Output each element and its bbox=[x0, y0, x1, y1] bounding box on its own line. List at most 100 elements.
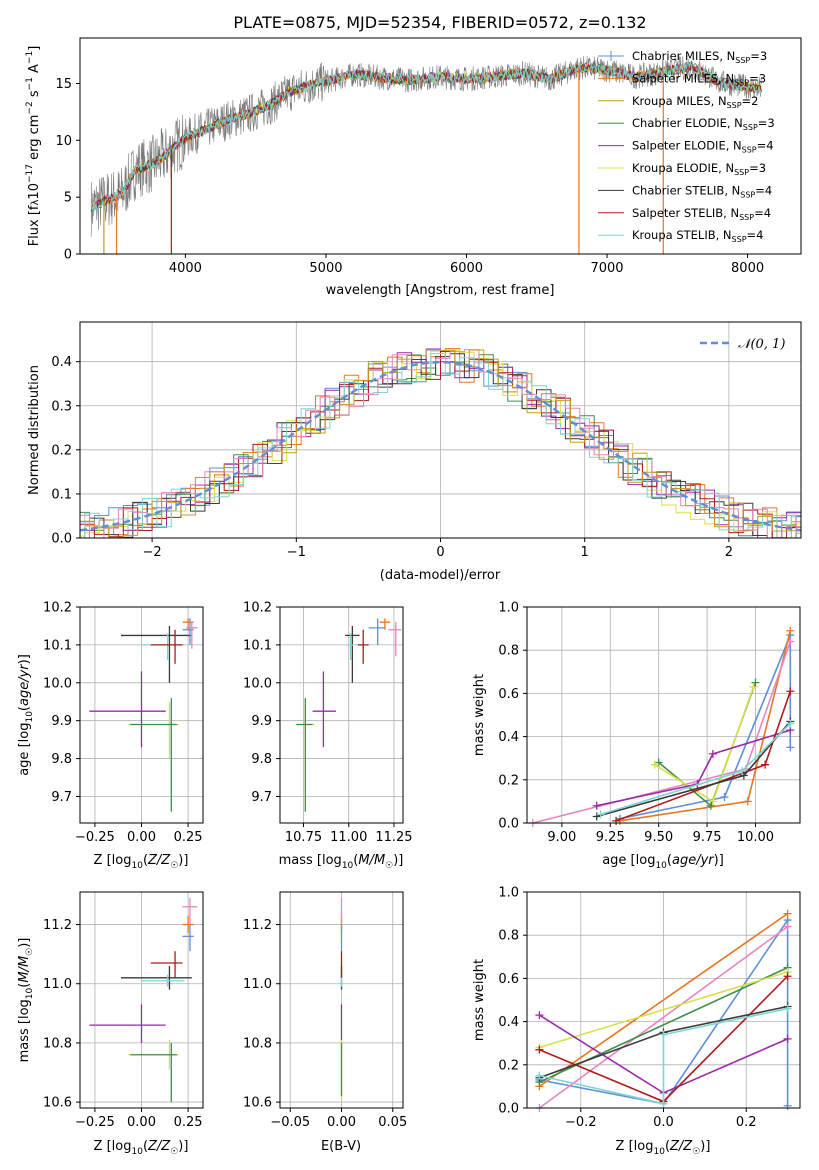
panel-ytick-label: 9.8 bbox=[251, 752, 272, 767]
residuals-legend: 𝒩(0, 1) bbox=[700, 337, 785, 352]
age-vs-mass-panel: 10.75 11.00 11.25 9.7 9.8 9.9 10.0 10.1 10.2 bbox=[243, 601, 413, 846]
errorbar-point bbox=[186, 622, 198, 649]
mass-weight-marker bbox=[761, 760, 770, 769]
mass-weight-marker bbox=[783, 1034, 792, 1043]
mass-weight-line bbox=[619, 634, 792, 820]
mass-weight-marker bbox=[659, 1030, 668, 1039]
panel-xtick-label: 10.75 bbox=[285, 830, 322, 845]
mass-weight-marker bbox=[783, 1101, 792, 1110]
panel-axes-frame bbox=[526, 606, 801, 824]
spectrum-legend-label: Chabrier STELIB, NSSP=4 bbox=[632, 183, 772, 199]
legend-subscript: SSP bbox=[734, 78, 749, 87]
mass-weight-vs-age-xlabel: age [log10(age/yr)] bbox=[602, 853, 724, 871]
mass-weight-marker bbox=[708, 797, 717, 806]
residuals-ytick-label: 0.0 bbox=[51, 532, 72, 547]
mass-weight-line bbox=[539, 917, 789, 1106]
panel-ytick-label: 11.0 bbox=[43, 977, 72, 992]
mass-weight-line bbox=[596, 720, 791, 818]
mass-weight-marker bbox=[739, 771, 748, 780]
errorbar-point bbox=[379, 618, 391, 630]
panel-ytick-label: 0.6 bbox=[498, 687, 519, 702]
mass-weight-marker bbox=[708, 749, 717, 758]
legend-count: =4 bbox=[754, 206, 771, 220]
legend-count: =3 bbox=[749, 71, 766, 85]
panel-ytick-label: 0.6 bbox=[498, 972, 519, 987]
spectrum-xlabel: wavelength [Angstrom, rest frame] bbox=[326, 283, 555, 298]
mass-weight-marker bbox=[786, 743, 795, 752]
mass-weight-line bbox=[539, 971, 788, 1049]
age-vs-z-ylabel: age [log10(age/yr)] bbox=[17, 654, 35, 776]
errorbar-point bbox=[121, 625, 192, 683]
residuals-ytick-label: 0.1 bbox=[51, 487, 72, 502]
mass-weight-marker bbox=[783, 1004, 792, 1013]
errorbar-point bbox=[357, 629, 369, 664]
spectrum-model-line bbox=[90, 61, 762, 211]
panel-ytick-label: 11.2 bbox=[43, 918, 72, 933]
panel-ytick-label: 9.7 bbox=[251, 790, 272, 805]
panel-ytick-label: 10.0 bbox=[43, 676, 72, 691]
panel-ytick-label: 10.6 bbox=[43, 1096, 72, 1111]
residuals-ticks: −2 −1 0 1 2 0.0 0.1 0.2 0.3 0.4 bbox=[51, 355, 733, 560]
panel-ytick-label: 10.1 bbox=[43, 638, 72, 653]
errorbar-point bbox=[345, 625, 360, 683]
spectrum-legend-label: Salpeter ELODIE, NSSP=4 bbox=[632, 139, 774, 155]
panel-ytick-label: 0.2 bbox=[498, 1058, 519, 1073]
spectrum-ytick-label: 5 bbox=[64, 191, 72, 206]
spectrum-axes-frame bbox=[79, 37, 802, 255]
mass-weight-marker bbox=[720, 793, 729, 802]
spectrum-model-lines bbox=[90, 61, 762, 254]
parameter-panels: −0.25 0.00 0.25 9.7 9.8 9.9 10.0 10.1 10.2 10.75 1… bbox=[43, 601, 801, 1130]
panel-ytick-label: 0.2 bbox=[498, 773, 519, 788]
mass-weight-line bbox=[619, 630, 792, 822]
mass-weight-marker bbox=[743, 797, 752, 806]
panel-xtick-label: 9.50 bbox=[644, 830, 673, 845]
legend-count: =3 bbox=[749, 161, 766, 175]
errorbar-point bbox=[388, 622, 402, 657]
panel-xtick-label: −0.05 bbox=[270, 1115, 310, 1130]
mass-vs-ebv-xlabel: E(B-V) bbox=[321, 1139, 361, 1154]
residuals-xtick-label: 1 bbox=[581, 545, 589, 560]
panel-ytick-label: 9.9 bbox=[251, 714, 272, 729]
errorbar-point bbox=[312, 671, 337, 748]
panel-xtick-label: 0.00 bbox=[127, 1115, 156, 1130]
residuals-xtick-label: 2 bbox=[725, 545, 733, 560]
residuals-ylabel: Normed distribution bbox=[27, 365, 42, 495]
panel-ytick-label: 9.9 bbox=[51, 714, 72, 729]
panel-xtick-label: 11.25 bbox=[375, 830, 412, 845]
panel-xtick-label: 0.05 bbox=[378, 1115, 407, 1130]
mass-weight-vs-z-ylabel: mass weight bbox=[472, 959, 487, 1041]
mass-weight-vs-z-xlabel: Z [log10(Z/Z☉)] bbox=[616, 1139, 711, 1157]
panel-ytick-label: 10.8 bbox=[243, 1036, 272, 1051]
spectrum-xtick-label: 7000 bbox=[590, 261, 623, 276]
errorbar-point bbox=[141, 633, 185, 661]
spectrum-legend: Chabrier MILES, NSSP=3 Salpeter MILES, NS… bbox=[598, 49, 775, 244]
panel-ytick-label: 10.2 bbox=[43, 601, 72, 616]
panel-xtick-label: 9.25 bbox=[596, 830, 625, 845]
legend-count: =2 bbox=[742, 94, 759, 108]
errorbar-point bbox=[130, 697, 177, 812]
spectrum-legend-label: Kroupa MILES, NSSP=2 bbox=[632, 94, 758, 110]
panel-ytick-label: 0.4 bbox=[498, 1015, 519, 1030]
spectrum-xtick-label: 8000 bbox=[731, 261, 764, 276]
mass-weight-marker bbox=[783, 909, 792, 918]
legend-subscript: SSP bbox=[740, 190, 755, 199]
panel-ytick-label: 1.0 bbox=[498, 886, 519, 901]
panel-xtick-label: −0.25 bbox=[75, 1115, 115, 1130]
legend-subscript: SSP bbox=[732, 235, 747, 244]
panel-xtick-label: 0.25 bbox=[174, 1115, 203, 1130]
panel-ytick-label: 9.7 bbox=[51, 790, 72, 805]
errorbar-point bbox=[121, 965, 192, 990]
legend-count: =4 bbox=[747, 228, 764, 242]
legend-subscript: SSP bbox=[743, 123, 758, 132]
residuals-xlabel: (data-model)/error bbox=[380, 568, 501, 583]
mass-weight-marker bbox=[592, 801, 601, 810]
legend-subscript: SSP bbox=[739, 213, 754, 222]
panel-xtick-label: 0.0 bbox=[653, 1115, 674, 1130]
panel-ytick-label: 10.0 bbox=[243, 676, 272, 691]
legend-count: =4 bbox=[757, 139, 774, 153]
residuals-xtick-label: −1 bbox=[287, 545, 306, 560]
age-vs-Z-panel: −0.25 0.00 0.25 9.7 9.8 9.9 10.0 10.1 10.2 bbox=[43, 601, 204, 845]
mass-weight-marker bbox=[751, 678, 760, 687]
panel-ytick-label: 1.0 bbox=[498, 601, 519, 616]
mass-weight-marker bbox=[706, 801, 715, 810]
